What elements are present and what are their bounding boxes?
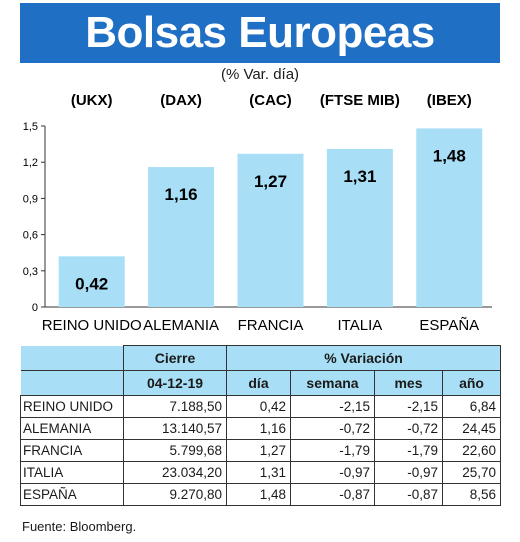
day-cell: 1,48 — [226, 483, 291, 506]
table-row: ALEMANIA 13.140,57 1,16 -0,72 -0,72 24,45 — [20, 417, 502, 440]
table-body: REINO UNIDO 7.188,50 0,42 -2,15 -2,15 6,84 ALE… — [20, 395, 502, 506]
table-row: ITALIA 23.034,20 1,31 -0,97 -0,97 25,70 — [20, 461, 502, 484]
row-name-cell: REINO UNIDO — [20, 395, 124, 418]
week-cell: -0,72 — [290, 417, 375, 440]
year-cell: 24,45 — [441, 417, 502, 440]
close-cell: 7.188,50 — [123, 395, 227, 418]
y-tick-label: 0 — [32, 302, 38, 314]
y-tick-label: 0,6 — [23, 230, 38, 242]
index-code-label: (IBEX) — [427, 92, 472, 109]
bar-value-label: 1,27 — [254, 172, 287, 191]
bar — [237, 153, 304, 307]
y-tick-label: 1,5 — [23, 121, 38, 133]
row-name-cell: ESPAÑA — [20, 483, 124, 506]
blank-subheader-cell — [20, 370, 124, 396]
index-code-label: (CAC) — [249, 92, 292, 109]
date-header: 04-12-19 — [123, 370, 227, 396]
index-code-label: (UKX) — [71, 92, 113, 109]
table-row: ESPAÑA 9.270,80 1,48 -0,87 -0,87 8,56 — [20, 483, 502, 506]
bar — [148, 167, 215, 307]
month-header: mes — [374, 370, 443, 396]
day-cell: 0,42 — [226, 395, 291, 418]
bar-chart: 0 0,3 0,6 0,9 1,2 1,5 0,42 (UKX) REINO UNIDO 1,16… — [23, 92, 492, 334]
close-cell: 5.799,68 — [123, 439, 227, 462]
day-cell: 1,16 — [226, 417, 291, 440]
y-tick-label: 0,9 — [23, 193, 38, 205]
y-tick-label: 0,3 — [23, 266, 38, 278]
bar — [326, 148, 393, 307]
month-cell: -1,79 — [374, 439, 443, 462]
chart-subtitle: (% Var. día) — [220, 66, 300, 83]
year-cell: 25,70 — [441, 461, 502, 484]
bar — [58, 256, 125, 307]
x-category-label: FRANCIA — [238, 317, 304, 334]
week-cell: -2,15 — [290, 395, 375, 418]
row-name-cell: ITALIA — [20, 461, 124, 484]
x-category-label: ALEMANIA — [143, 317, 219, 334]
day-cell: 1,27 — [226, 439, 291, 462]
day-cell: 1,31 — [226, 461, 291, 484]
x-category-label: REINO UNIDO — [42, 317, 142, 334]
data-table: Cierre % Variación 04-12-19 día semana m… — [20, 345, 502, 506]
table-row: FRANCIA 5.799,68 1,27 -1,79 -1,79 22,60 — [20, 439, 502, 462]
close-group-header: Cierre — [123, 345, 227, 371]
variation-group-header: % Variación — [225, 345, 502, 371]
week-cell: -1,79 — [290, 439, 375, 462]
year-cell: 22,60 — [441, 439, 502, 462]
row-name-cell: FRANCIA — [20, 439, 124, 462]
month-cell: -2,15 — [374, 395, 443, 418]
year-cell: 6,84 — [441, 395, 502, 418]
bar-value-label: 1,48 — [433, 146, 466, 165]
close-cell: 9.270,80 — [123, 483, 227, 506]
bar-value-label: 1,16 — [165, 185, 198, 204]
year-header: año — [441, 370, 502, 396]
index-code-label: (DAX) — [160, 92, 202, 109]
month-cell: -0,72 — [374, 417, 443, 440]
table-row: REINO UNIDO 7.188,50 0,42 -2,15 -2,15 6,84 — [20, 395, 502, 418]
month-cell: -0,97 — [374, 461, 443, 484]
blank-header-cell — [20, 345, 124, 371]
close-cell: 23.034,20 — [123, 461, 227, 484]
chart-title: Bolsas Europeas — [20, 3, 500, 63]
week-header: semana — [290, 370, 375, 396]
x-category-label: ESPAÑA — [419, 317, 479, 334]
y-tick-label: 1,2 — [23, 157, 38, 169]
x-category-label: ITALIA — [338, 317, 383, 334]
row-name-cell: ALEMANIA — [20, 417, 124, 440]
year-cell: 8,56 — [441, 483, 502, 506]
index-code-label: (FTSE MIB) — [320, 92, 400, 109]
week-cell: -0,97 — [290, 461, 375, 484]
close-cell: 13.140,57 — [123, 417, 227, 440]
week-cell: -0,87 — [290, 483, 375, 506]
month-cell: -0,87 — [374, 483, 443, 506]
bar-value-label: 0,42 — [75, 274, 108, 293]
day-header: día — [226, 370, 291, 396]
source-note: Fuente: Bloomberg. — [22, 519, 137, 534]
bar-value-label: 1,31 — [343, 167, 376, 186]
bar — [416, 128, 483, 307]
